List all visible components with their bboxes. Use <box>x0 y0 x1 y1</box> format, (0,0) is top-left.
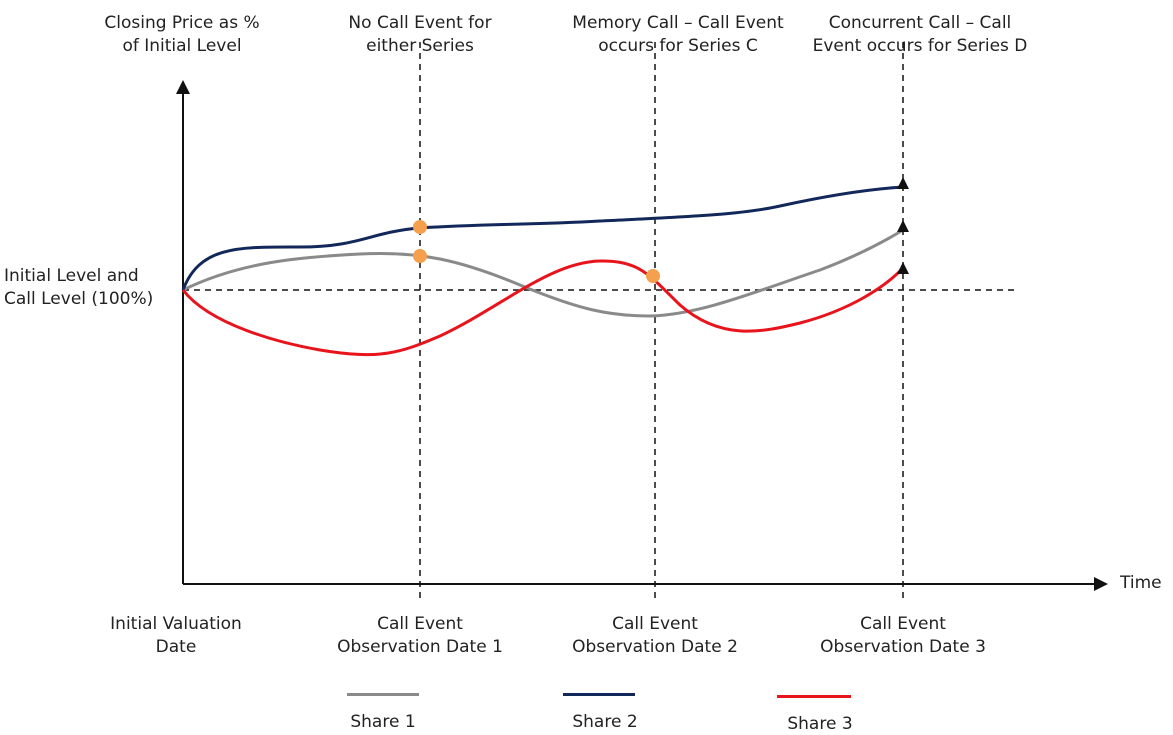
annotation-no-call-line2: either Series <box>366 36 474 56</box>
x-marker-obs2-line2: Observation Date 2 <box>572 637 738 657</box>
annotation-memory-call-line2: occurs for Series C <box>598 36 758 56</box>
x-marker-obs1-line1: Call Event <box>377 614 463 634</box>
legend-share2-swatch <box>563 693 635 696</box>
annotation-no-call-line1: No Call Event for <box>348 13 492 33</box>
share3-line <box>181 259 905 357</box>
x-marker-initial: Initial Valuation Date <box>86 613 266 659</box>
y-axis-title: Closing Price as % of Initial Level <box>82 12 282 58</box>
x-marker-obs2-line1: Call Event <box>612 614 698 634</box>
x-marker-obs2: Call Event Observation Date 2 <box>560 613 750 659</box>
share1-line <box>182 228 904 318</box>
share2-line <box>181 185 904 291</box>
call-level-label: Initial Level and Call Level (100%) <box>4 265 174 311</box>
y-axis-title-line1: Closing Price as % <box>104 13 260 33</box>
x-marker-obs3: Call Event Observation Date 3 <box>808 613 998 659</box>
legend-share2-label: Share 2 <box>572 712 638 732</box>
x-axis-title: Time <box>1120 573 1162 593</box>
share1-call-triangle <box>897 220 909 232</box>
call-level-label-line1: Initial Level and <box>4 266 139 286</box>
annotation-concurrent-call: Concurrent Call – Call Event occurs for … <box>795 12 1045 58</box>
x-marker-obs1-line2: Observation Date 1 <box>337 637 503 657</box>
share3-obs2-dot <box>646 269 660 283</box>
x-marker-initial-line2: Date <box>155 637 197 657</box>
x-marker-obs1: Call Event Observation Date 1 <box>325 613 515 659</box>
share3-call-triangle <box>897 262 909 274</box>
annotation-memory-call-line1: Memory Call – Call Event <box>572 13 784 33</box>
x-marker-obs3-line2: Observation Date 3 <box>820 637 986 657</box>
x-marker-obs3-line1: Call Event <box>860 614 946 634</box>
legend-share3-swatch <box>777 695 851 698</box>
legend-share1-swatch <box>347 693 419 696</box>
y-axis-arrow <box>176 80 190 94</box>
legend-share1-label: Share 1 <box>350 712 416 732</box>
annotation-concurrent-call-line1: Concurrent Call – Call <box>828 13 1012 33</box>
annotation-memory-call: Memory Call – Call Event occurs for Seri… <box>548 12 808 58</box>
share1-obs1-dot <box>413 249 427 263</box>
x-axis-arrow <box>1094 577 1108 591</box>
annotation-concurrent-call-line2: Event occurs for Series D <box>812 36 1028 56</box>
x-marker-initial-line1: Initial Valuation <box>110 614 242 634</box>
share2-call-triangle <box>897 177 909 189</box>
legend-share3-label: Share 3 <box>787 714 853 734</box>
annotation-no-call: No Call Event for either Series <box>315 12 525 58</box>
call-level-label-line2: Call Level (100%) <box>4 289 154 309</box>
y-axis-title-line2: of Initial Level <box>122 36 242 56</box>
share2-obs1-dot <box>413 220 427 234</box>
